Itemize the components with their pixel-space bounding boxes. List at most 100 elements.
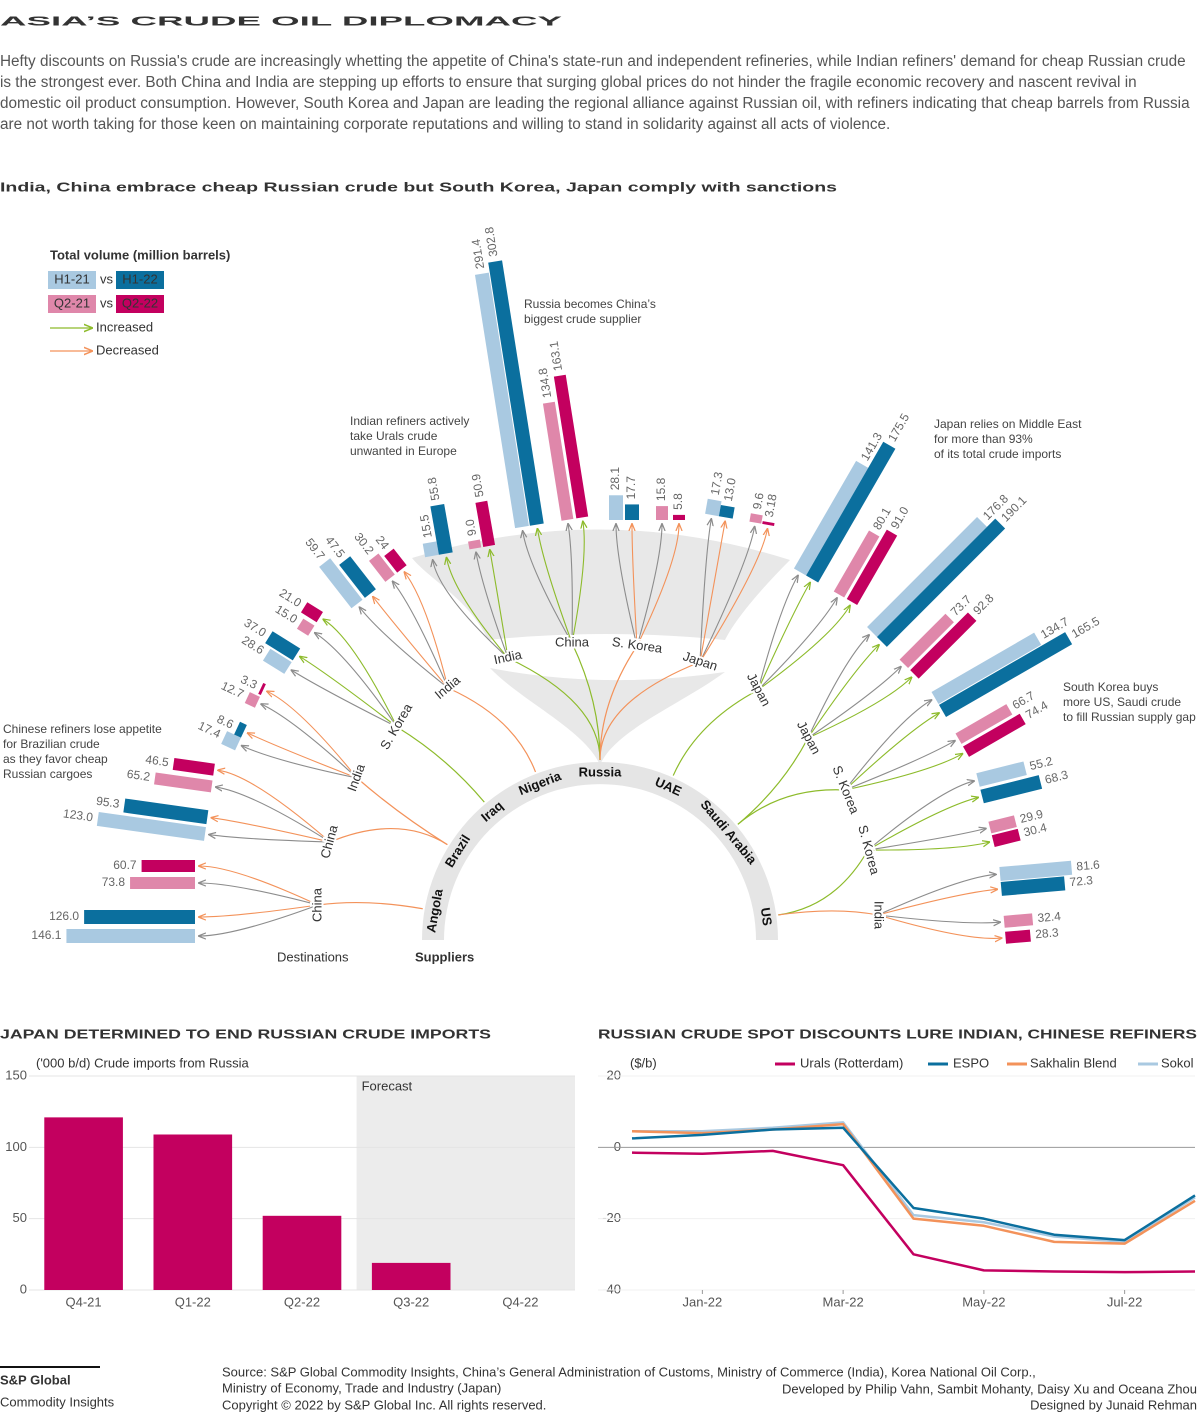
brand: S&P Global (0, 1372, 71, 1387)
flow-arrow (757, 582, 810, 691)
volume-bar (542, 401, 574, 521)
volume-bar (705, 498, 722, 517)
legend-title: Total volume (million barrels) (50, 247, 230, 262)
flow-arrow (300, 657, 398, 728)
flow-arrow (404, 572, 449, 689)
value-label: 126.0 (49, 909, 79, 923)
volume-bar (980, 775, 1043, 804)
annotation: South Korea buys (1063, 680, 1158, 694)
flow-arrow (291, 670, 398, 728)
value-label: 92.8 (970, 591, 997, 618)
value-label: 30.4 (1022, 820, 1048, 839)
value-label: 17.7 (624, 476, 638, 500)
annotation: unwanted in Europe (350, 444, 457, 458)
flow-arrow (636, 524, 679, 647)
brand-product: Commodity Insights (0, 1394, 115, 1409)
destination-label: India (432, 672, 464, 702)
flow-arrow (568, 524, 573, 644)
supply-link (778, 910, 879, 916)
flow-arrow (248, 733, 358, 779)
flow-arrow (699, 521, 725, 663)
shade-label: Forecast (362, 1078, 413, 1093)
volume-bar (656, 506, 668, 520)
volume-bar (474, 272, 529, 529)
value-label: 8.6 (215, 712, 236, 732)
supply-link (447, 687, 537, 773)
volume-bar (1000, 876, 1066, 896)
value-label: 46.5 (145, 752, 170, 769)
flow-arrow (844, 741, 955, 791)
flow-arrow (242, 746, 358, 779)
volume-bar (369, 553, 395, 582)
value-label: 123.0 (62, 806, 94, 824)
value-label: 81.6 (1076, 857, 1101, 873)
destination-label: India (872, 901, 887, 930)
flow-arrow (807, 635, 869, 739)
intro-paragraph: Hefty discounts on Russia's crude are in… (0, 53, 1190, 133)
value-label: 15.5 (417, 513, 435, 539)
volume-bar (96, 812, 206, 841)
destination-label: China (555, 634, 590, 649)
annotation: for more than 93% (934, 432, 1033, 446)
axis-title: ('000 b/d) Crude imports from Russia (36, 1055, 249, 1070)
legend-label: Sakhalin Blend (1030, 1055, 1117, 1070)
value-label: 47.5 (322, 533, 348, 560)
volume-bar (718, 504, 735, 519)
volume-bar (1005, 929, 1031, 944)
volume-bar (609, 495, 623, 520)
value-label: 32.4 (1037, 909, 1062, 925)
flow-arrow (699, 529, 767, 663)
volume-bar (422, 541, 439, 558)
annotation: Russia becomes China’s (524, 297, 656, 311)
value-label: 134.8 (536, 367, 555, 399)
credits: Designed by Junaid Rehman (1030, 1397, 1197, 1412)
flow-arrow (315, 633, 398, 728)
flow-arrow (867, 829, 986, 851)
volume-bar (833, 530, 880, 598)
legend-chip (116, 295, 164, 313)
volume-bar (488, 260, 544, 526)
series-line (631, 1126, 1196, 1242)
legend-label: ESPO (953, 1055, 989, 1070)
flow-arrow (877, 914, 1000, 923)
destination-label: S. Korea (377, 700, 416, 752)
legend-vs: vs (100, 295, 114, 310)
volume-bar (234, 721, 247, 738)
volume-bar (955, 704, 1013, 744)
value-label: 55.8 (425, 476, 443, 502)
volume-bar (258, 682, 266, 696)
chart-title: JAPAN DETERMINED TO END RUSSIAN CRUDE IM… (0, 1026, 491, 1041)
volume-bar (430, 503, 453, 555)
volume-bar (475, 500, 496, 547)
value-label: 30.2 (351, 530, 377, 557)
flow-arrow (393, 581, 449, 689)
x-tick-label: Q3-22 (393, 1294, 429, 1309)
legend-label: Sokol (1161, 1055, 1194, 1070)
flow-arrow (373, 597, 449, 689)
volume-bar (806, 441, 896, 583)
y-tick-label: -40 (602, 1281, 621, 1296)
value-label: 163.1 (547, 340, 566, 372)
value-label: 302.8 (482, 226, 501, 258)
flow-arrow (211, 818, 331, 843)
volume-bar (846, 529, 898, 605)
destination-label: Japan (744, 670, 774, 708)
credits: Developed by Philip Vahn, Sambit Mohanty… (782, 1381, 1197, 1396)
volume-bar (319, 558, 363, 609)
volume-bar (221, 731, 241, 751)
flow-arrow (359, 607, 449, 689)
volume-bar (1003, 913, 1034, 928)
annotation: biggest crude supplier (524, 312, 641, 326)
value-label: 28.3 (1035, 925, 1060, 941)
volume-bar (553, 374, 589, 519)
legend-label: Decreased (96, 342, 159, 357)
flow-arrow (877, 889, 997, 916)
flow-arrow (757, 605, 850, 691)
supply-link (317, 901, 423, 910)
volume-bar (244, 692, 260, 708)
legend-label: Increased (96, 319, 153, 334)
supply-link (778, 849, 869, 916)
flow-arrow (867, 781, 974, 851)
